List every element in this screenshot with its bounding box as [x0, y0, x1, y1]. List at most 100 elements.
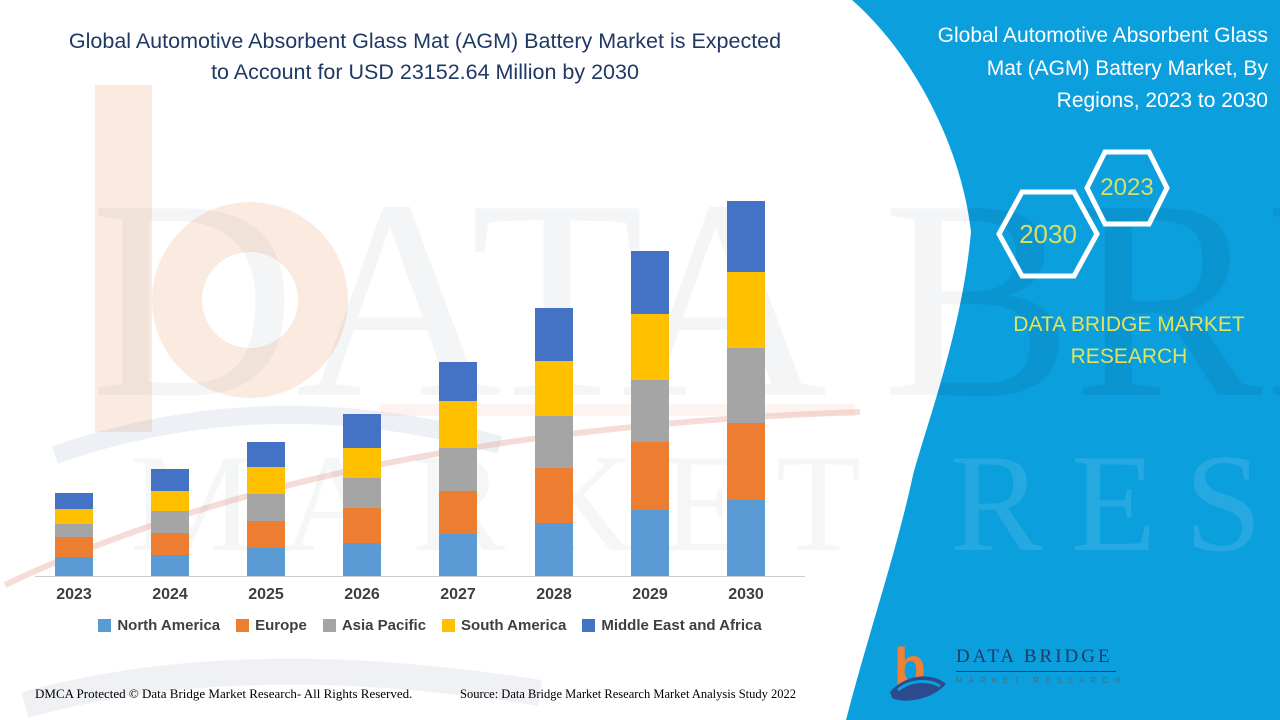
bar-segment-2023-north-america [55, 557, 93, 576]
hexagon-2023-label: 2023 [1100, 174, 1154, 201]
cyan-sweep-panel [846, 0, 1280, 720]
x-axis-labels: 2023 2024 2025 2026 2027 2028 2029 2030 [35, 586, 805, 610]
bar-segment-2025-europe [247, 521, 285, 548]
brand-text-line2: RESEARCH [1070, 344, 1188, 368]
bar-segment-2028-europe [535, 468, 573, 523]
legend-item-europe: Europe [236, 617, 307, 634]
x-axis-label-2027: 2027 [440, 586, 476, 603]
x-axis-label-2024: 2024 [152, 586, 188, 603]
bar-segment-2025-north-america [247, 548, 285, 576]
legend-swatch-icon [442, 619, 456, 632]
bar-2027 [439, 362, 477, 576]
x-axis-label-2028: 2028 [536, 586, 572, 603]
bar-segment-2026-north-america [343, 543, 381, 576]
bar-segment-2026-middle-east-and-africa [343, 414, 381, 448]
bar-segment-2030-middle-east-and-africa [727, 201, 765, 272]
logo-name: DATA BRIDGE [956, 646, 1113, 667]
hexagon-badge-2023: 2023 [1084, 149, 1170, 227]
bar-2023 [55, 493, 93, 576]
bar-segment-2027-middle-east-and-africa [439, 362, 477, 401]
bar-segment-2025-middle-east-and-africa [247, 442, 285, 467]
side-panel-title-line1: Global Automotive Absorbent Glass [937, 24, 1268, 47]
legend-swatch-icon [582, 619, 596, 632]
brand-text-line1: DATA BRIDGE MARKET [1013, 313, 1245, 336]
legend-label: Middle East and Africa [601, 617, 762, 634]
bar-segment-2030-south-america [727, 272, 765, 348]
page-title-line1: Global Automotive Absorbent Glass Mat (A… [68, 29, 782, 53]
legend-swatch-icon [322, 619, 336, 632]
x-axis-label-2026: 2026 [344, 586, 380, 603]
bar-segment-2026-south-america [343, 448, 381, 478]
bar-segment-2029-north-america [631, 510, 669, 576]
chart-legend: North America Europe Asia Pacific South Ame… [35, 617, 825, 634]
x-axis-label-2029: 2029 [632, 586, 668, 603]
bar-segment-2029-asia-pacific [631, 380, 669, 442]
bar-2024 [151, 469, 189, 576]
legend-item-north-america: North America [98, 617, 220, 634]
bar-segment-2028-middle-east-and-africa [535, 308, 573, 361]
bar-segment-2030-europe [727, 423, 765, 500]
bar-segment-2029-middle-east-and-africa [631, 251, 669, 314]
bar-segment-2024-europe [151, 533, 189, 555]
data-bridge-logo: b DATA BRIDGE MARKET RESEARCH [888, 640, 1128, 710]
bar-segment-2030-north-america [727, 500, 765, 576]
bar-segment-2026-europe [343, 508, 381, 543]
bar-segment-2026-asia-pacific [343, 478, 381, 508]
bar-segment-2023-asia-pacific [55, 524, 93, 537]
x-axis-label-2023: 2023 [56, 586, 92, 603]
bar-segment-2028-asia-pacific [535, 416, 573, 468]
bar-segment-2028-north-america [535, 523, 573, 576]
legend-label: Asia Pacific [341, 617, 427, 634]
legend-swatch-icon [236, 619, 250, 632]
logo-divider [956, 671, 1116, 672]
legend-label: Europe [255, 617, 307, 634]
bar-segment-2029-europe [631, 442, 669, 510]
bar-segment-2027-asia-pacific [439, 448, 477, 491]
logo-text-block: DATA BRIDGE MARKET RESEARCH [956, 640, 1126, 685]
x-axis-label-2025: 2025 [248, 586, 284, 603]
legend-label: South America [461, 617, 567, 634]
hexagon-outline-icon [1084, 149, 1170, 227]
bar-segment-2023-middle-east-and-africa [55, 493, 93, 509]
bar-segment-2030-asia-pacific [727, 348, 765, 423]
side-panel-title-line2: Mat (AGM) Battery Market, By [986, 56, 1268, 80]
bar-segment-2028-south-america [535, 361, 573, 416]
legend-item-south-america: South America [442, 617, 566, 634]
bar-segment-2024-middle-east-and-africa [151, 469, 189, 491]
brand-text: DATA BRIDGE MARKET RESEARCH [1000, 309, 1258, 372]
data-bridge-b-icon: b [890, 640, 946, 701]
page-title: Global Automotive Absorbent Glass Mat (A… [30, 26, 820, 87]
b-logo-watermark [3, 85, 861, 718]
x-axis-label-2030: 2030 [728, 586, 764, 603]
bar-segment-2024-south-america [151, 491, 189, 511]
hexagon-outline-icon [996, 189, 1100, 279]
source-note: Source: Data Bridge Market Research Mark… [460, 687, 797, 701]
bar-segment-2024-asia-pacific [151, 511, 189, 533]
bar-2029 [631, 251, 669, 576]
bar-segment-2027-europe [439, 491, 477, 534]
logo-subtitle: MARKET RESEARCH [956, 676, 1126, 685]
bar-segment-2025-asia-pacific [247, 494, 285, 521]
dmca-notice: DMCA Protected © Data Bridge Market Rese… [35, 686, 413, 701]
bar-segment-2023-south-america [55, 509, 93, 524]
hexagon-badge-2030: 2030 [996, 189, 1100, 279]
bar-segment-2025-south-america [247, 467, 285, 494]
legend-label: North America [117, 617, 221, 634]
bar-segment-2024-north-america [151, 555, 189, 576]
plot-area [35, 190, 805, 577]
bar-segment-2023-europe [55, 537, 93, 557]
bar-segment-2027-south-america [439, 401, 477, 448]
bar-2028 [535, 308, 573, 576]
bar-segment-2027-north-america [439, 534, 477, 576]
side-panel-title-line3: Regions, 2023 to 2030 [1056, 89, 1268, 113]
legend-item-asia-pacific: Asia Pacific [322, 617, 427, 634]
legend-swatch-icon [98, 619, 112, 632]
bar-2026 [343, 414, 381, 576]
hexagon-2030-label: 2030 [1019, 218, 1077, 249]
bar-2025 [247, 442, 285, 576]
bar-segment-2029-south-america [631, 314, 669, 380]
legend-item-middle-east-and-africa: Middle East and Africa [582, 617, 762, 634]
page-title-line2: to Account for USD 23152.64 Million by 2… [211, 59, 639, 84]
bar-2030 [727, 201, 765, 576]
